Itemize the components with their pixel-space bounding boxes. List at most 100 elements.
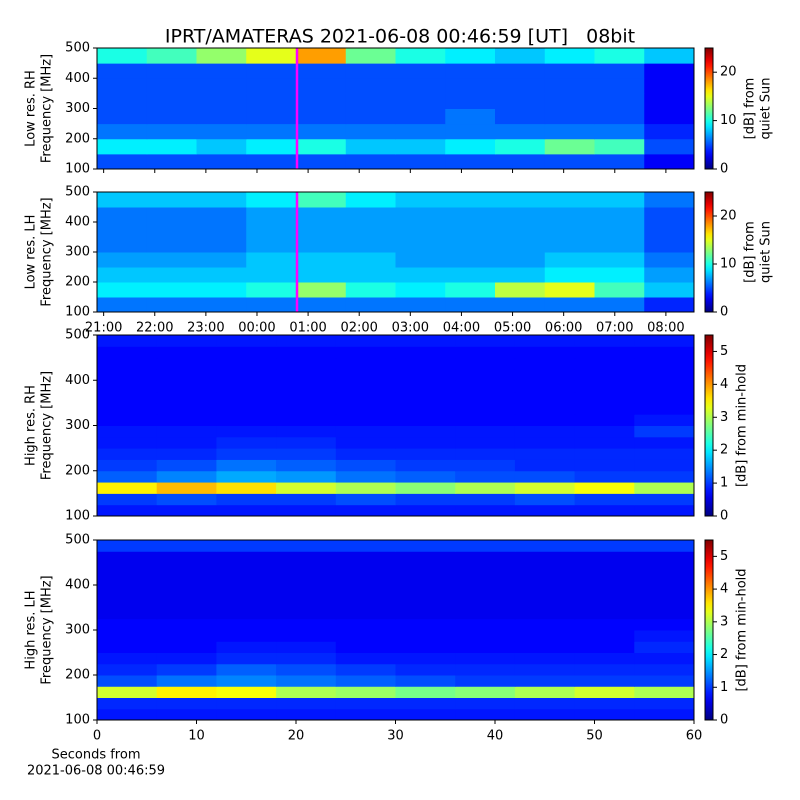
heatmap-cell xyxy=(395,504,456,517)
heatmap-cell xyxy=(644,267,695,283)
heatmap-cell xyxy=(644,192,695,208)
heatmap-cell xyxy=(216,448,277,460)
heatmap-cell xyxy=(495,252,546,268)
colorbar xyxy=(704,539,714,721)
heatmap-cell xyxy=(276,402,337,415)
heatmap-cell xyxy=(634,618,695,631)
heatmap-cell xyxy=(97,504,158,517)
heatmap-cell xyxy=(634,562,695,575)
heatmap-cell xyxy=(276,585,337,597)
heatmap-cell xyxy=(97,675,158,687)
heatmap-cell xyxy=(544,252,595,268)
heatmap-cell xyxy=(544,138,595,155)
heatmap-cell xyxy=(455,470,516,483)
heatmap-cell xyxy=(296,252,347,268)
heatmap-cell xyxy=(296,222,347,238)
heatmap-cell xyxy=(335,391,396,404)
heatmap-cell xyxy=(97,297,148,313)
heatmap-cell xyxy=(196,123,247,140)
heatmap-cell xyxy=(216,425,277,438)
y-tick-label: 200 xyxy=(65,275,90,290)
heatmap-cell xyxy=(216,562,277,575)
heatmap-cell xyxy=(634,436,695,449)
heatmap-cell xyxy=(216,357,277,370)
heatmap-cell xyxy=(395,562,456,575)
heatmap-cell xyxy=(544,93,595,109)
heatmap-cell xyxy=(97,585,158,597)
heatmap-cell xyxy=(97,493,158,506)
heatmap-cell xyxy=(156,391,217,404)
heatmap-cell xyxy=(296,138,347,155)
heatmap-cell xyxy=(544,63,595,79)
heatmap-cell xyxy=(156,436,217,449)
x-tick-label: 03:00 xyxy=(392,321,429,336)
heatmap-cell xyxy=(514,380,576,393)
heatmap-cell xyxy=(544,222,595,238)
heatmap-cell xyxy=(156,425,217,438)
x-tick-label: 06:00 xyxy=(545,321,582,336)
heatmap-cell xyxy=(276,675,337,687)
heatmap-cell xyxy=(644,78,695,94)
heatmap-cell xyxy=(345,153,396,170)
heatmap-cell xyxy=(97,222,148,238)
heatmap-cell xyxy=(97,425,158,438)
y-tick-label: 100 xyxy=(65,713,90,728)
heatmap-cell xyxy=(455,414,516,426)
heatmap-cell xyxy=(156,596,217,608)
colorbar-tick-label: 2 xyxy=(720,443,728,458)
heatmap-cell xyxy=(574,425,635,438)
heatmap-cell xyxy=(146,282,197,298)
heatmap-cell xyxy=(97,252,148,268)
y-tick-label: 400 xyxy=(65,578,90,593)
heatmap-cell xyxy=(395,607,456,620)
heatmap-cell xyxy=(395,448,456,460)
heatmap-cell xyxy=(574,504,635,517)
heatmap-cell xyxy=(455,459,516,472)
heatmap-cell xyxy=(196,222,247,238)
heatmap-cell xyxy=(196,282,247,298)
heatmap-cell xyxy=(246,222,297,238)
heatmap-cell xyxy=(395,63,446,79)
heatmap-cell xyxy=(445,237,496,253)
y-axis-label: Frequency [MHz] xyxy=(40,54,55,163)
heatmap-cell xyxy=(97,562,158,575)
heatmap-cell xyxy=(276,459,337,472)
heatmap-cell xyxy=(455,630,516,642)
heatmap-cell xyxy=(296,93,347,109)
heatmap-cell xyxy=(97,93,148,109)
heatmap-cell xyxy=(156,562,217,575)
heatmap-cell xyxy=(156,641,217,653)
heatmap-cell xyxy=(514,346,576,359)
heatmap-cell xyxy=(514,630,576,642)
heatmap-cell xyxy=(335,482,396,494)
heatmap-cell xyxy=(445,78,496,94)
heatmap-cell xyxy=(156,675,217,687)
heatmap-cell xyxy=(335,551,396,563)
heatmap-cell xyxy=(644,123,695,140)
heatmap-cell xyxy=(335,459,396,472)
heatmap-cell xyxy=(97,368,158,381)
heatmap-cell xyxy=(634,551,695,563)
heatmap-cell xyxy=(97,138,148,155)
heatmap-cell xyxy=(395,192,446,208)
y-tick-label: 200 xyxy=(65,668,90,683)
heatmap-cell xyxy=(455,596,516,608)
heatmap-cell xyxy=(156,697,217,710)
heatmap-cell xyxy=(395,618,456,631)
heatmap-cell xyxy=(345,48,396,64)
colorbar-label: [dB] from xyxy=(743,78,758,140)
heatmap-cell xyxy=(395,237,446,253)
heatmap-cell xyxy=(395,222,446,238)
heatmap-cell xyxy=(574,630,635,642)
colorbar-tick-label: 5 xyxy=(720,549,728,564)
heatmap-cell xyxy=(574,596,635,608)
heatmap-cell xyxy=(514,425,576,438)
heatmap-cell xyxy=(634,663,695,676)
heatmap-cell xyxy=(514,708,576,721)
heatmap-cell xyxy=(634,357,695,370)
heatmap-cell xyxy=(634,630,695,642)
heatmap-cell xyxy=(276,663,337,676)
heatmap-cell xyxy=(156,551,217,563)
heatmap-cell xyxy=(196,48,247,64)
heatmap-cell xyxy=(196,108,247,125)
